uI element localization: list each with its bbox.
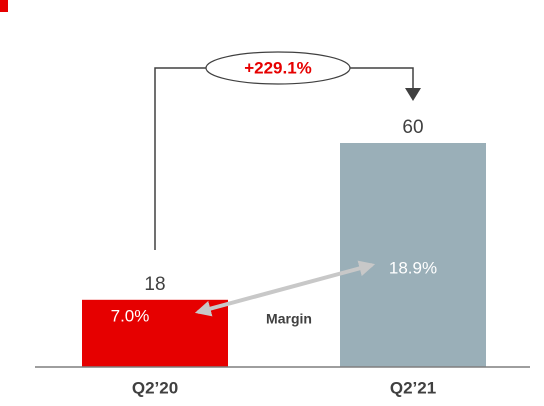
value-label: 18 <box>144 274 165 295</box>
growth-ellipse <box>205 51 351 85</box>
bars <box>82 143 486 367</box>
margin-label: Margin <box>266 311 312 327</box>
bar <box>340 143 486 367</box>
margin-arrow <box>194 260 376 317</box>
x-tick-label: Q2’21 <box>390 378 436 397</box>
x-tick-label: Q2’20 <box>132 378 178 397</box>
growth-connector <box>350 67 414 90</box>
value-label: 60 <box>402 117 423 138</box>
growth-connector <box>154 67 206 250</box>
margin-value: 7.0% <box>111 306 150 325</box>
margin-value: 18.9% <box>389 258 437 277</box>
corner-mark <box>0 0 8 12</box>
growth-label: +229.1% <box>244 58 312 77</box>
growth-arrowhead <box>405 88 421 101</box>
